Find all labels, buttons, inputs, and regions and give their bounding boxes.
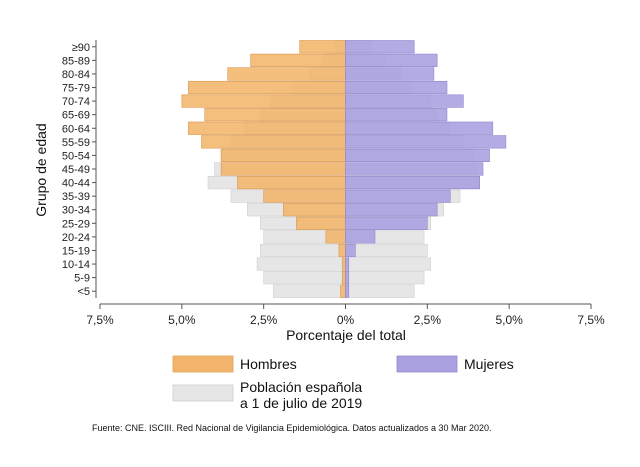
legend-swatch-poblacion [172, 384, 234, 402]
legend: Hombres Mujeres Población española a 1 d… [172, 355, 514, 411]
bar-hombres [227, 67, 346, 81]
legend-label-hombres: Hombres [240, 356, 297, 372]
covid-bars [181, 40, 507, 298]
bar-mujeres [345, 148, 490, 163]
x-tick-label: 7,5% [86, 313, 114, 327]
bar-mujeres [345, 135, 507, 149]
population-bar-left [273, 284, 346, 298]
bar-hombres [250, 53, 346, 67]
legend-swatch-hombres [172, 355, 234, 373]
bar-mujeres [345, 284, 350, 298]
bar-mujeres [345, 80, 448, 95]
bar-hombres [263, 189, 346, 203]
legend-swatch-mujeres [396, 355, 458, 373]
legend-label-poblacion-line1: Población española [240, 379, 362, 395]
y-tick-label: 50-54 [62, 150, 90, 162]
population-bar-right [345, 257, 431, 271]
bar-mujeres [345, 271, 350, 285]
y-tick-label: 85-89 [62, 55, 90, 67]
x-tick-label: 7,5% [577, 313, 605, 327]
bar-hombres [296, 216, 346, 230]
bar-mujeres [345, 67, 435, 81]
x-tick-label: 0% [337, 313, 355, 327]
x-axis-ticks: 7,5% 5,0% 2,5% 0% 2,5% 5,0% 7,5% [86, 304, 605, 327]
bar-hombres [181, 94, 346, 108]
x-tick-label: 2,5% [250, 313, 278, 327]
y-tick-label: 75-79 [62, 83, 90, 95]
population-bar-right [345, 243, 428, 258]
x-tick-label: 5,0% [495, 313, 523, 327]
bar-hombres [188, 80, 346, 95]
bar-hombres [220, 162, 346, 176]
y-tick-label: 10-14 [62, 259, 90, 271]
y-tick-label: 20-24 [62, 232, 90, 244]
y-tick-label: 30-34 [62, 205, 90, 217]
y-tick-label: 80-84 [62, 69, 90, 81]
bar-mujeres [345, 243, 356, 258]
population-bar-left [256, 257, 346, 271]
bar-hombres [340, 284, 346, 298]
bar-hombres [283, 203, 346, 217]
y-tick-label: 70-74 [62, 96, 90, 108]
bar-hombres [188, 121, 346, 135]
bar-mujeres [345, 53, 438, 67]
y-tick-label: 35-39 [62, 191, 90, 203]
y-tick-label: 55-59 [62, 137, 90, 149]
x-tick-label: 2,5% [414, 313, 442, 327]
bar-mujeres [345, 189, 451, 203]
bar-mujeres [345, 40, 415, 54]
y-tick-label: 15-19 [62, 245, 90, 257]
y-axis-title: Grupo de edad [33, 123, 49, 216]
y-tick-label: 65-69 [62, 110, 90, 122]
population-bar-left [263, 271, 346, 285]
bar-hombres [299, 40, 346, 54]
y-tick-label: 5-9 [74, 273, 90, 285]
bar-hombres [237, 175, 346, 190]
bar-mujeres [345, 94, 464, 108]
bar-mujeres [345, 121, 494, 135]
bar-hombres [338, 243, 346, 258]
bar-hombres [341, 257, 346, 271]
y-tick-label: 40-44 [62, 178, 90, 190]
population-bar-right [345, 271, 425, 285]
y-tick-label: <5 [77, 286, 90, 298]
legend-label-poblacion-line2: a 1 de julio de 2019 [240, 395, 362, 411]
y-tick-label: 45-49 [62, 164, 90, 176]
x-axis-title: Porcentaje del total [286, 327, 406, 343]
bar-hombres [341, 271, 346, 285]
bar-mujeres [345, 230, 376, 244]
bar-mujeres [345, 203, 438, 217]
source-note: Fuente: CNE. ISCIII. Red Nacional de Vig… [92, 423, 492, 433]
bar-mujeres [345, 216, 428, 230]
population-bar-right [345, 284, 415, 298]
x-tick-label: 5,0% [168, 313, 196, 327]
bar-mujeres [345, 175, 481, 190]
bar-mujeres [345, 162, 484, 176]
y-tick-label: ≥90 [72, 42, 90, 54]
bar-hombres [201, 135, 346, 149]
bar-hombres [220, 148, 346, 163]
legend-label-mujeres: Mujeres [464, 356, 514, 372]
bar-mujeres [345, 108, 448, 122]
population-bar-left [260, 243, 346, 258]
bar-hombres [325, 230, 346, 244]
bar-mujeres [345, 257, 350, 271]
bar-hombres [204, 108, 346, 122]
y-tick-label: 25-29 [62, 218, 90, 230]
y-tick-label: 60-64 [62, 123, 90, 135]
